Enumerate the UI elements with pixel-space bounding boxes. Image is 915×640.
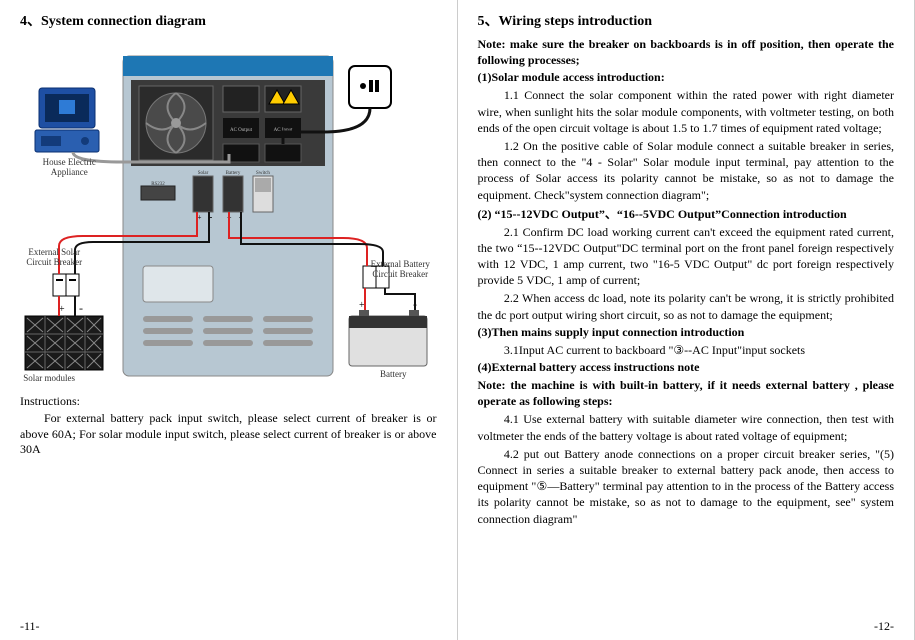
para-2-1: 2.1 Confirm DC load working current can'… — [478, 224, 895, 289]
para-1-1: 1.1 Connect the solar component within t… — [478, 87, 895, 136]
system-connection-diagram: AC Output AC Input Solar Battery Switch … — [23, 36, 433, 386]
svg-text:RS232: RS232 — [151, 182, 165, 187]
para-2-2: 2.2 When access dc load, note its polari… — [478, 290, 895, 322]
para-4-2: 4.2 put out Battery anode connections on… — [478, 446, 895, 527]
subhead-4: (4)External battery access instructions … — [478, 360, 895, 375]
para-1-2: 1.2 On the positive cable of Solar modul… — [478, 138, 895, 203]
page-right: 5、Wiring steps introduction Note: make s… — [458, 0, 915, 640]
note-top: Note: make sure the breaker on backboard… — [478, 36, 895, 68]
label-solar-breaker: External Solar Circuit Breaker — [19, 248, 89, 268]
label-house: House Electric Appliance — [29, 158, 109, 178]
label-solar-modules: Solar modules — [23, 374, 103, 384]
para-4-1: 4.1 Use external battery with suitable d… — [478, 411, 895, 443]
subhead-2: (2) “15--12VDC Output”、“16--5VDC Output”… — [478, 205, 895, 222]
page-left: 4、System connection diagram — [0, 0, 458, 640]
svg-text:Solar: Solar — [198, 171, 209, 176]
label-battery-breaker: External Battery Circuit Breaker — [365, 260, 435, 280]
instructions-text: For external battery pack input switch, … — [20, 411, 437, 458]
section-4-title: 4、System connection diagram — [20, 10, 437, 30]
para-3-1: 3.1Input AC current to backboard "③--AC … — [478, 342, 895, 358]
note-4: Note: the machine is with built-in batte… — [478, 377, 895, 409]
svg-text:AC Output: AC Output — [230, 128, 253, 133]
page-number-left: -11- — [20, 619, 40, 634]
section-5-title: 5、Wiring steps introduction — [478, 10, 895, 30]
subhead-1: (1)Solar module access introduction: — [478, 70, 895, 85]
instructions-heading: Instructions: — [20, 394, 437, 409]
diagram-svg: AC Output AC Input Solar Battery Switch … — [23, 36, 433, 386]
svg-text:Switch: Switch — [256, 171, 270, 176]
subhead-3: (3)Then mains supply input connection in… — [478, 325, 895, 340]
page-number-right: -12- — [874, 619, 894, 634]
label-battery: Battery — [363, 370, 423, 380]
svg-text:-: - — [79, 301, 83, 315]
svg-text:Battery: Battery — [226, 171, 241, 176]
